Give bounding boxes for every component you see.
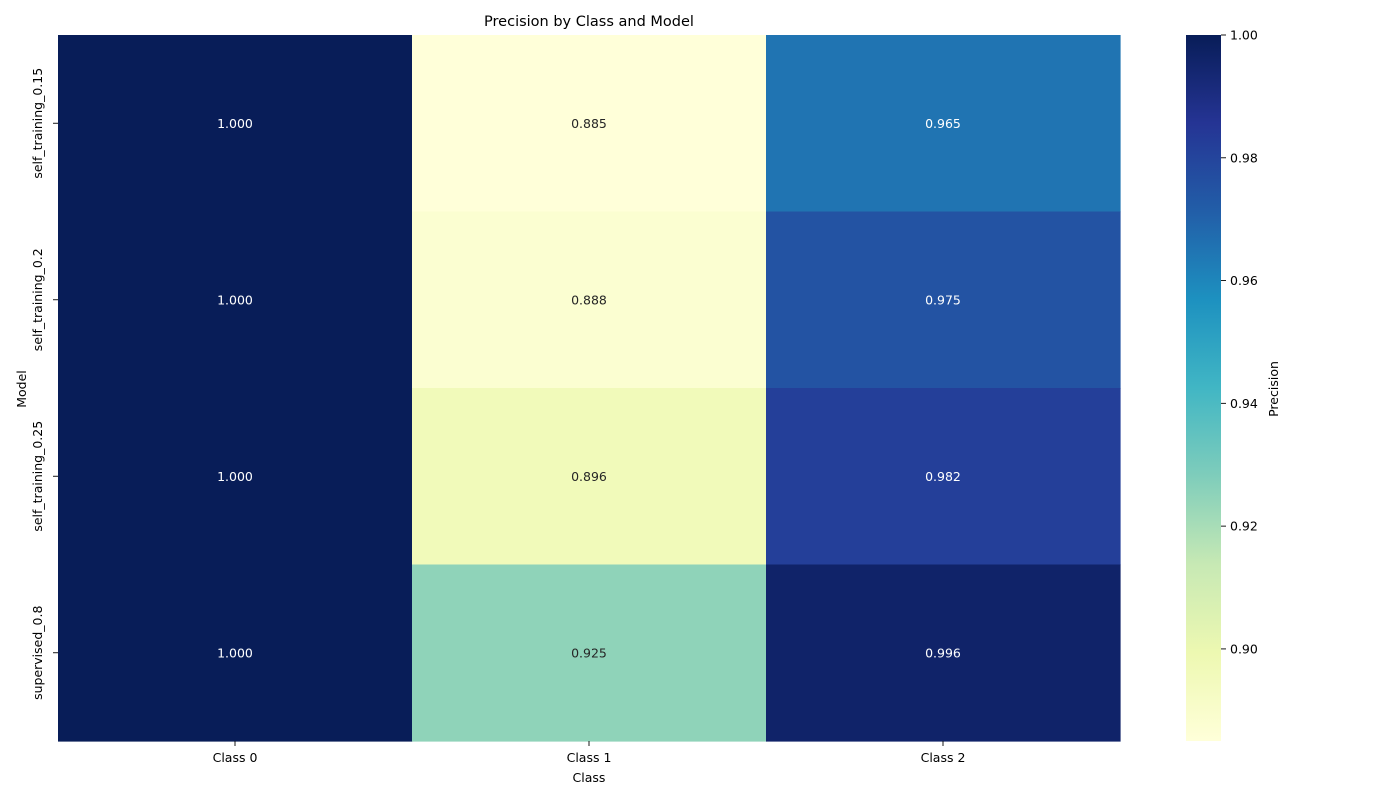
y-tick-label: self_training_0.25	[30, 421, 45, 532]
heatmap-cell	[58, 388, 413, 566]
cell-value-label: 0.996	[925, 645, 961, 660]
cell-value-label: 1.000	[217, 645, 253, 660]
y-axis-label: Model	[14, 370, 29, 408]
cell-value-label: 0.885	[571, 116, 607, 131]
y-tick-label: self_training_0.2	[30, 248, 45, 351]
colorbar-tick-label: 1.00	[1230, 28, 1258, 43]
colorbar-tick-label: 0.92	[1230, 519, 1258, 534]
colorbar-tick-label: 0.96	[1230, 273, 1258, 288]
cell-value-label: 0.896	[571, 469, 607, 484]
colorbar-tick-label: 0.98	[1230, 150, 1258, 165]
colorbar-tick-label: 0.90	[1230, 641, 1258, 656]
colorbar-label: Precision	[1266, 361, 1281, 417]
x-tick-label: Class 2	[921, 750, 966, 765]
x-tick-label: Class 0	[213, 750, 258, 765]
heatmap-cell	[412, 564, 767, 742]
heatmap-cell	[766, 388, 1121, 566]
heatmap-cell	[58, 35, 413, 213]
x-axis-label: Class	[573, 770, 606, 785]
y-tick-label: supervised_0.8	[30, 606, 45, 700]
heatmap-cell	[412, 35, 767, 213]
heatmap-cell	[412, 388, 767, 566]
chart-title: Precision by Class and Model	[484, 14, 694, 30]
cell-value-label: 0.925	[571, 645, 607, 660]
colorbar	[1186, 35, 1221, 741]
cell-value-label: 1.000	[217, 292, 253, 307]
heatmap-cell	[58, 564, 413, 742]
cell-value-label: 0.975	[925, 292, 961, 307]
heatmap-cell	[766, 564, 1121, 742]
heatmap-cell	[766, 211, 1121, 389]
y-tick-label: self_training_0.15	[30, 68, 45, 179]
colorbar-tick-label: 0.94	[1230, 396, 1258, 411]
cell-value-label: 0.888	[571, 292, 607, 307]
heatmap-cell	[58, 211, 413, 389]
heatmap-cell	[412, 211, 767, 389]
cell-value-label: 0.982	[925, 469, 961, 484]
x-tick-label: Class 1	[567, 750, 612, 765]
heatmap-cell	[766, 35, 1121, 213]
cell-value-label: 1.000	[217, 469, 253, 484]
cell-value-label: 1.000	[217, 116, 253, 131]
cell-value-label: 0.965	[925, 116, 961, 131]
